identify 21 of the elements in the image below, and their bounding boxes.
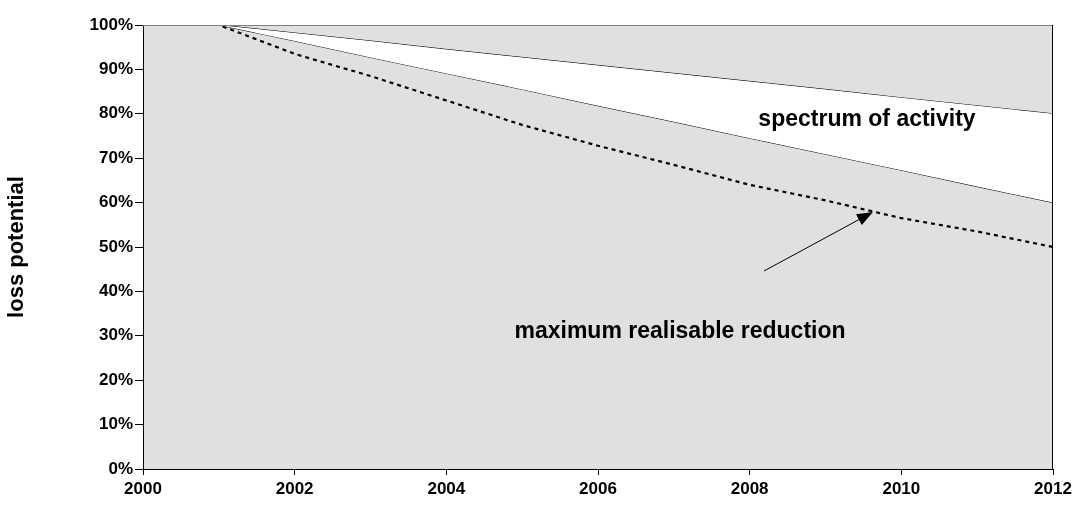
y-tick-label: 40% bbox=[98, 281, 133, 301]
y-tick-label: 70% bbox=[98, 147, 133, 167]
x-tick-label: 2000 bbox=[124, 478, 162, 498]
y-tick-label: 20% bbox=[98, 369, 133, 389]
x-tick-label: 2002 bbox=[275, 478, 314, 498]
annotation: spectrum of activity bbox=[758, 105, 976, 132]
y-tick-label: 80% bbox=[98, 103, 133, 123]
x-tick-label: 2012 bbox=[1034, 478, 1072, 498]
x-tick-label: 2010 bbox=[882, 478, 921, 498]
y-tick-label: 0% bbox=[108, 458, 133, 478]
x-tick-label: 2004 bbox=[427, 478, 466, 498]
x-tick-label: 2006 bbox=[579, 478, 617, 498]
y-tick-label: 10% bbox=[98, 414, 133, 434]
y-tick-label: 90% bbox=[98, 59, 133, 79]
annotation: maximum realisable reduction bbox=[514, 317, 846, 344]
y-axis-title: loss potential bbox=[3, 176, 29, 318]
x-tick-label: 2008 bbox=[730, 478, 769, 498]
y-tick-label: 30% bbox=[98, 325, 133, 345]
y-tick-label: 50% bbox=[98, 236, 133, 256]
y-tick-label: 60% bbox=[98, 192, 133, 212]
y-tick-label: 100% bbox=[89, 14, 133, 34]
